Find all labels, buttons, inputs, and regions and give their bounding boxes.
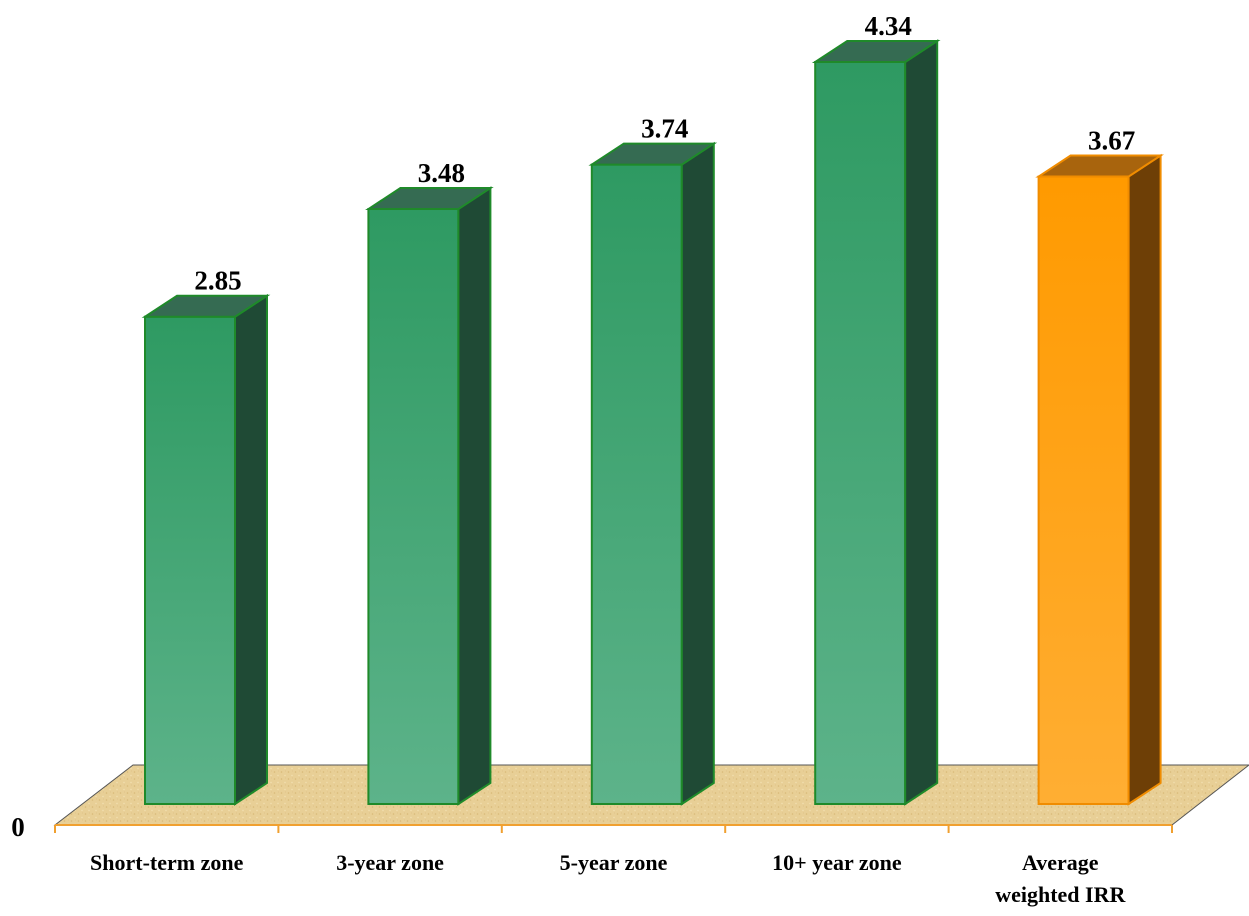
bar-side (680, 141, 715, 806)
category-label: Short-term zone (90, 850, 244, 875)
bar-top (1035, 154, 1164, 178)
bar (141, 293, 271, 806)
category-label: 10+ year zone (772, 850, 902, 875)
bars (141, 39, 1164, 806)
bar-front (144, 315, 236, 805)
bar-side (457, 186, 492, 806)
bar (588, 141, 718, 806)
bar-side (234, 293, 268, 806)
bar-top (141, 294, 271, 318)
category-label: 5-year zone (560, 850, 668, 875)
category-labels: Short-term zone 3-year zone 5-year zone 10+… (90, 850, 1126, 907)
category-label: Average weighted IRR (995, 850, 1126, 907)
value-label: 2.85 (194, 266, 241, 296)
bar-front (590, 163, 683, 806)
value-label: 3.74 (641, 114, 688, 144)
bar-top (811, 40, 941, 63)
bar-side (1127, 153, 1162, 806)
bar-side (904, 39, 939, 806)
bar (1035, 153, 1164, 806)
x-axis (54, 824, 1173, 833)
bar (811, 39, 941, 806)
bar-front (1037, 175, 1130, 805)
value-label: 3.48 (418, 158, 465, 188)
y-tick-label: 0 (11, 812, 25, 842)
value-label: 3.67 (1088, 126, 1135, 156)
bar-top (365, 187, 494, 211)
bar-top (588, 142, 718, 166)
bar (365, 186, 494, 806)
bar-front (367, 208, 460, 805)
value-labels: 2.85 3.48 3.74 4.34 3.67 (194, 11, 1135, 296)
bar-front (814, 61, 907, 805)
value-label: 4.34 (865, 11, 912, 41)
category-label: 3-year zone (336, 850, 444, 875)
